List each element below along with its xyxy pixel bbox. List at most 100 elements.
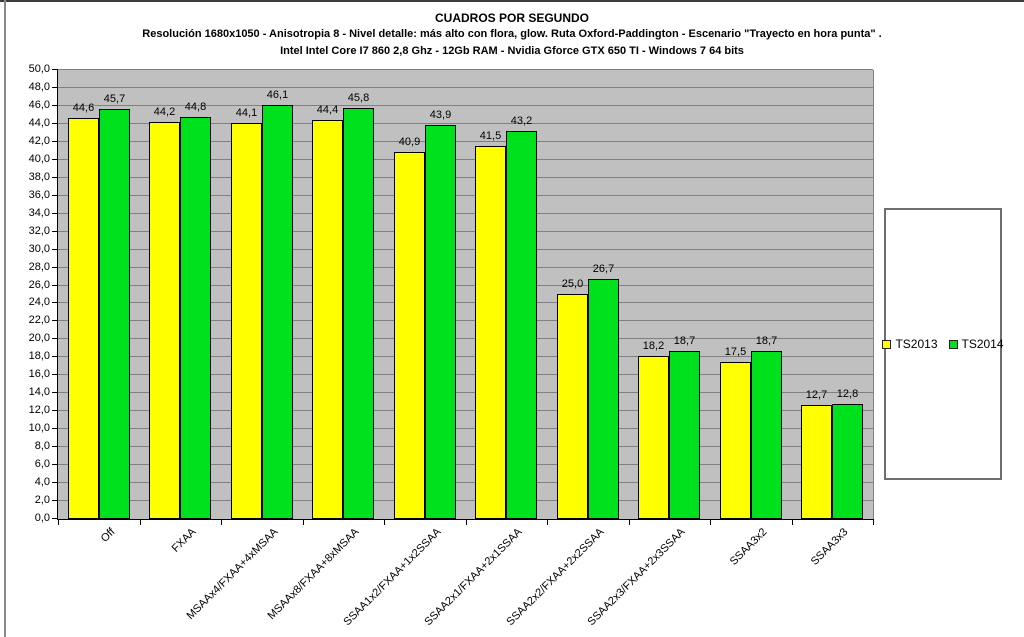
x-tick-10 (873, 519, 874, 525)
bar-ts2014-5 (425, 125, 456, 519)
gridline-38 (58, 176, 873, 178)
chart-subtitle-1: Resolución 1680x1050 - Anisotropia 8 - N… (142, 28, 882, 40)
bar-label-ts2014-4: 45,8 (347, 92, 370, 104)
frame-top-border (0, 0, 1024, 2)
y-tick-24 (52, 302, 58, 304)
bar-ts2013-6 (475, 146, 506, 519)
y-tick-44 (52, 122, 58, 124)
y-tick-6 (52, 464, 58, 466)
y-tick-20 (52, 338, 58, 340)
y-tick-label-42: 42,0 (28, 134, 50, 147)
y-tick-8 (52, 446, 58, 448)
x-tick-5 (466, 519, 467, 525)
gridline-12 (58, 410, 873, 412)
gridline-48 (58, 86, 873, 88)
gridline-6 (58, 464, 873, 466)
bar-label-ts2013-1: 44,6 (72, 102, 95, 114)
gridline-40 (58, 158, 873, 160)
bar-label-ts2013-7: 25,0 (561, 278, 584, 290)
bar-ts2013-9 (720, 362, 751, 519)
gridline-18 (58, 356, 873, 358)
bar-label-ts2014-10: 12,8 (836, 388, 859, 400)
y-tick-50 (52, 69, 58, 70)
gridline-50 (58, 69, 873, 70)
bar-label-ts2013-3: 44,1 (235, 107, 258, 119)
y-tick-label-50: 50,0 (28, 63, 50, 75)
x-tick-4 (384, 519, 385, 525)
x-tick-8 (710, 519, 711, 525)
gridline-44 (58, 122, 873, 124)
bar-ts2014-3 (262, 105, 293, 519)
bar-ts2013-10 (801, 405, 832, 519)
title-block: CUADROS POR SEGUNDO Resolución 1680x1050… (0, 10, 1024, 60)
chart-subtitle-2: Intel Intel Core I7 860 2,8 Ghz - 12Gb R… (280, 45, 744, 57)
y-tick-28 (52, 266, 58, 268)
y-tick-label-8: 8,0 (34, 440, 50, 453)
y-tick-label-26: 26,0 (28, 278, 50, 291)
bar-label-ts2014-9: 18,7 (755, 335, 778, 347)
bar-ts2013-8 (638, 356, 669, 519)
bar-ts2014-1 (99, 109, 130, 519)
gridline-20 (58, 338, 873, 340)
bar-ts2013-7 (557, 294, 588, 519)
bar-label-ts2014-1: 45,7 (103, 93, 126, 105)
bar-label-ts2013-2: 44,2 (153, 106, 176, 118)
gridline-22 (58, 320, 873, 322)
y-tick-32 (52, 230, 58, 232)
bar-label-ts2013-4: 44,4 (316, 104, 339, 116)
bar-label-ts2014-2: 44,8 (184, 101, 207, 113)
bar-ts2014-6 (506, 131, 537, 519)
y-tick-label-4: 4,0 (34, 476, 50, 489)
y-tick-label-18: 18,0 (28, 350, 50, 363)
x-tick-0 (58, 519, 59, 525)
plot-area: 44,6 45,7 44,2 44,8 44,1 46,1 44,4 45,8 40,9 43,9… (58, 69, 874, 519)
gridline-24 (58, 302, 873, 304)
y-tick-label-2: 2,0 (34, 494, 50, 507)
y-tick-4 (52, 482, 58, 484)
gridline-28 (58, 266, 873, 268)
x-axis-line (57, 519, 874, 520)
y-tick-label-24: 24,0 (28, 296, 50, 309)
bar-ts2014-4 (343, 108, 374, 519)
bar-label-ts2013-5: 40,9 (398, 136, 421, 148)
y-tick-label-14: 14,0 (28, 386, 50, 399)
y-tick-16 (52, 374, 58, 376)
gridline-14 (58, 392, 873, 394)
y-tick-10 (52, 428, 58, 430)
bar-label-ts2014-8: 18,7 (673, 335, 696, 347)
gridline-4 (58, 482, 873, 484)
gridline-16 (58, 374, 873, 376)
y-tick-label-0: 0,0 (34, 512, 50, 524)
y-tick-46 (52, 104, 58, 106)
y-tick-0 (52, 518, 58, 519)
gridline-2 (58, 500, 873, 502)
bar-ts2014-8 (669, 351, 700, 519)
y-tick-26 (52, 284, 58, 286)
y-tick-38 (52, 176, 58, 178)
y-tick-48 (52, 86, 58, 88)
legend-item-ts2014: TS2014 (948, 337, 1004, 351)
bar-label-ts2014-7: 26,7 (592, 263, 615, 275)
x-tick-6 (547, 519, 548, 525)
bar-ts2013-4 (312, 120, 343, 519)
y-tick-label-36: 36,0 (28, 188, 50, 201)
y-tick-label-16: 16,0 (28, 368, 50, 381)
chart-title: CUADROS POR SEGUNDO (434, 11, 589, 25)
bar-label-ts2014-5: 43,9 (429, 109, 452, 121)
y-axis-line (57, 70, 58, 520)
bar-ts2014-2 (180, 117, 211, 519)
legend-items: TS2013 TS2014 (882, 337, 1004, 351)
bar-label-ts2014-6: 43,2 (510, 115, 533, 127)
y-tick-22 (52, 320, 58, 322)
bar-ts2013-3 (231, 123, 262, 519)
x-tick-9 (792, 519, 793, 525)
y-tick-30 (52, 248, 58, 250)
legend-label-ts2013: TS2013 (895, 337, 938, 351)
x-tick-1 (140, 519, 141, 525)
bar-label-ts2014-3: 46,1 (266, 89, 289, 101)
y-tick-label-10: 10,0 (28, 422, 50, 435)
frame-left-border (4, 0, 6, 637)
y-tick-36 (52, 194, 58, 196)
gridline-36 (58, 194, 873, 196)
y-tick-label-44: 44,0 (28, 116, 50, 129)
